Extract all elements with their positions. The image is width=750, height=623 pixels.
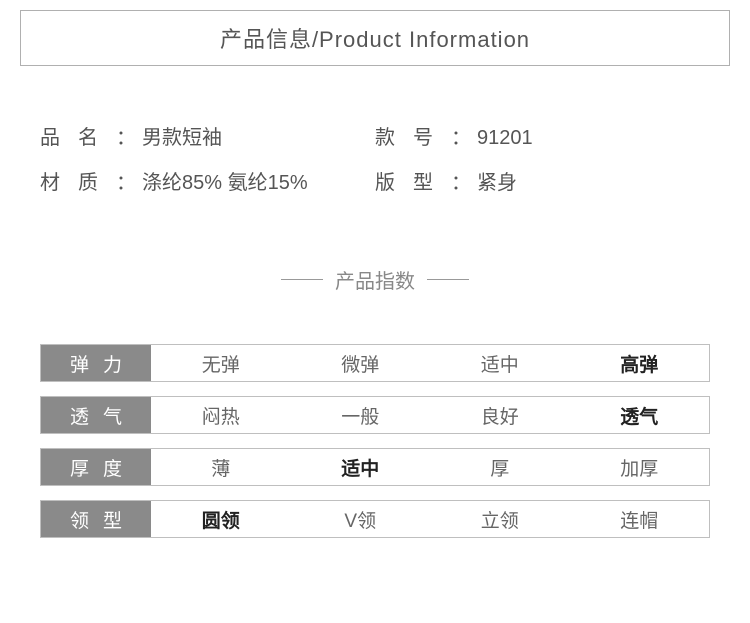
- index-table: 弹力无弹微弹适中高弹透气闷热一般良好透气厚度薄适中厚加厚领型圆领V领立领连帽: [40, 344, 710, 538]
- index-option: 圆领: [151, 501, 291, 537]
- index-row-cells: 闷热一般良好透气: [151, 397, 709, 433]
- info-value: 男款短袖: [142, 121, 222, 150]
- index-option: 适中: [291, 449, 431, 485]
- index-row: 弹力无弹微弹适中高弹: [40, 344, 710, 382]
- index-row-head: 弹力: [41, 345, 151, 381]
- index-option: 连帽: [570, 501, 710, 537]
- index-option: 透气: [570, 397, 710, 433]
- info-label: 版型: [375, 166, 451, 195]
- info-item-style-no: 款号： 91201: [375, 121, 710, 150]
- index-title: 产品指数: [335, 265, 415, 294]
- colon: ：: [116, 121, 136, 150]
- index-option: 一般: [291, 397, 431, 433]
- index-option: 闷热: [151, 397, 291, 433]
- info-item-name: 品名：男款短袖: [40, 121, 375, 150]
- index-row-head: 领型: [41, 501, 151, 537]
- index-option: V领: [291, 501, 431, 537]
- page-title: 产品信息/Product Information: [220, 22, 530, 54]
- index-row: 领型圆领V领立领连帽: [40, 500, 710, 538]
- index-title-row: 产品指数: [0, 265, 750, 294]
- info-value: 91201: [477, 127, 533, 150]
- index-row-cells: 薄适中厚加厚: [151, 449, 709, 485]
- index-row-head: 厚度: [41, 449, 151, 485]
- index-row-head: 透气: [41, 397, 151, 433]
- info-item-fit: 版型：紧身: [375, 166, 710, 195]
- index-option: 适中: [430, 345, 570, 381]
- index-option: 厚: [430, 449, 570, 485]
- index-option: 微弹: [291, 345, 431, 381]
- index-row: 透气闷热一般良好透气: [40, 396, 710, 434]
- colon: ：: [451, 166, 471, 195]
- info-value: 涤纶85% 氨纶15%: [142, 166, 308, 195]
- colon: ：: [116, 166, 136, 195]
- info-grid: 品名：男款短袖 款号：91201 材质：涤纶85% 氨纶15% 版型：紧身: [40, 121, 710, 195]
- dash-left: [281, 279, 323, 280]
- index-option: 高弹: [570, 345, 710, 381]
- index-option: 薄: [151, 449, 291, 485]
- index-option: 良好: [430, 397, 570, 433]
- info-item-material: 材质：涤纶85% 氨纶15%: [40, 166, 375, 195]
- index-row-cells: 圆领V领立领连帽: [151, 501, 709, 537]
- index-option: 立领: [430, 501, 570, 537]
- info-value: 紧身: [477, 166, 517, 195]
- title-box: 产品信息/Product Information: [20, 10, 730, 66]
- index-row-cells: 无弹微弹适中高弹: [151, 345, 709, 381]
- colon: ：: [451, 121, 471, 150]
- index-option: 无弹: [151, 345, 291, 381]
- dash-right: [427, 279, 469, 280]
- info-label: 品名: [40, 121, 116, 150]
- info-label: 款号: [375, 121, 451, 150]
- info-label: 材质: [40, 166, 116, 195]
- index-option: 加厚: [570, 449, 710, 485]
- index-row: 厚度薄适中厚加厚: [40, 448, 710, 486]
